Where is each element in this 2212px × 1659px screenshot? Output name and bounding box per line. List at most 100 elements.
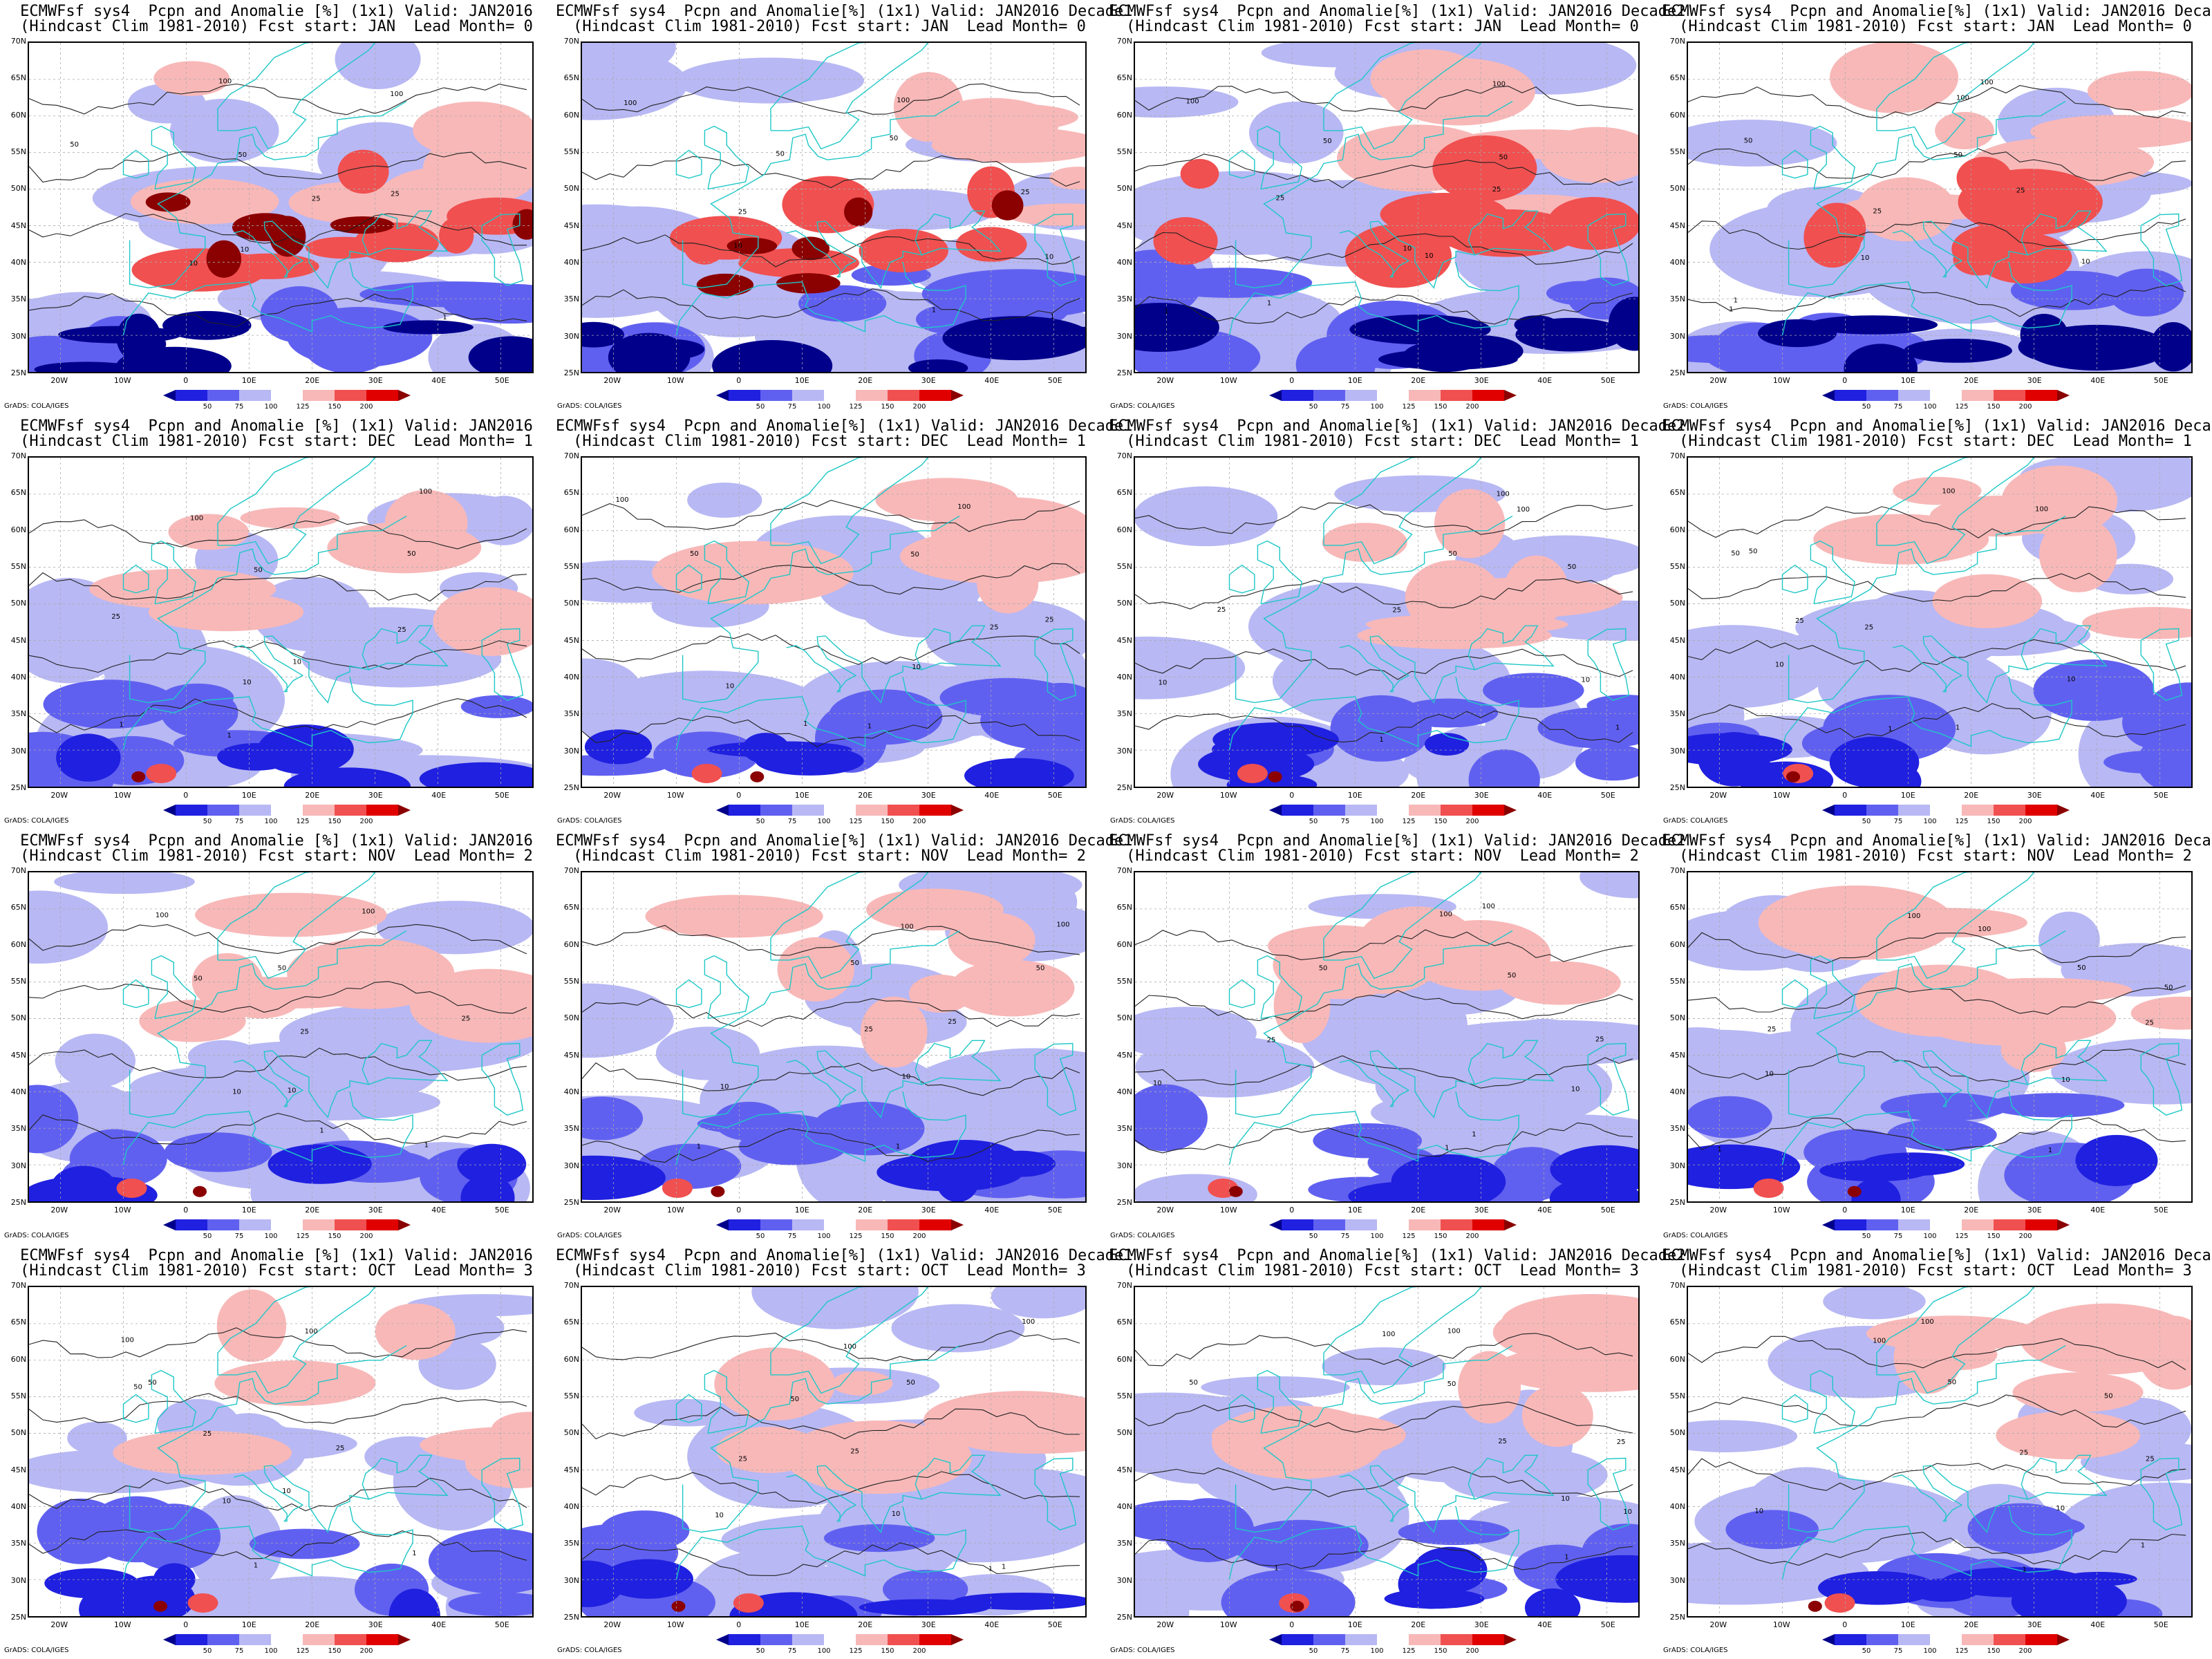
latitude-tick-label: 45N xyxy=(1669,1465,1685,1474)
strong-dry-area xyxy=(582,1560,624,1607)
coastline xyxy=(675,696,966,751)
latitude-tick-label: 30N xyxy=(1116,331,1132,341)
coastline xyxy=(272,210,449,289)
contour-value-label: 1 xyxy=(1956,724,1960,732)
contour-value-label: 10 xyxy=(902,1074,911,1081)
latitude-tick-label: 60N xyxy=(1669,1354,1685,1364)
colorbar-tick-label: 200 xyxy=(2018,1647,2032,1655)
strong-dry-area xyxy=(2075,1134,2158,1186)
colorbar-tick-label: 150 xyxy=(1987,818,2000,825)
latitude-tick-label: 40N xyxy=(1669,1087,1685,1096)
latitude-tick-label: 60N xyxy=(1669,110,1685,120)
colorbar-swatch xyxy=(888,1219,919,1230)
colorbar-tick-label: 50 xyxy=(756,403,765,411)
longitude-tick-label: 10W xyxy=(113,376,131,385)
climatology-contour xyxy=(29,1529,527,1561)
contour-value-label: 1 xyxy=(119,722,123,729)
coastline xyxy=(786,221,857,278)
contour-value-label: 25 xyxy=(1795,617,1804,625)
colorbar-high-arrow xyxy=(1504,1634,1517,1645)
below-normal-area xyxy=(1823,1287,1926,1320)
contour-value-label: 10 xyxy=(1561,1495,1570,1503)
latitude-tick-label: 30N xyxy=(563,1575,579,1585)
above-normal-area xyxy=(1365,614,1568,635)
longitude-tick-label: 30E xyxy=(921,376,936,385)
longitude-tick-label: 30E xyxy=(1474,376,1489,385)
colorbar-tick-label: 150 xyxy=(1987,1647,2000,1655)
climatology-contour xyxy=(582,83,1080,115)
dry-anomaly-area xyxy=(2033,659,2155,721)
longitude-tick-label: 0 xyxy=(1842,791,1848,800)
latitude-tick-label: 60N xyxy=(1116,525,1132,534)
longitude-tick-label: 30E xyxy=(368,376,383,385)
colorbar-high-arrow xyxy=(951,1219,964,1230)
coastline xyxy=(1781,1394,1808,1423)
above-normal-area xyxy=(433,587,532,656)
coastline xyxy=(349,262,413,299)
contour-value-label: 100 xyxy=(1447,1328,1461,1335)
colorbar-tick-label: 75 xyxy=(234,403,244,411)
strong-dry-area xyxy=(116,313,161,362)
colorbar-tick-label: 50 xyxy=(203,1232,212,1240)
colorbar-swatch xyxy=(1377,805,1409,816)
latitude-tick-label: 60N xyxy=(10,1354,26,1364)
longitude-tick-label: 40E xyxy=(984,791,1000,800)
latitude-tick-label: 55N xyxy=(1669,562,1685,571)
precipitation-anomaly-map: 1 1 10 10 25 25 50 50 100 100 xyxy=(1687,1286,2193,1618)
above-normal-area xyxy=(1408,920,1551,991)
contour-value-label: 10 xyxy=(720,1083,729,1091)
colorbar-swatch xyxy=(2025,1219,2057,1230)
latitude-tick-label: 50N xyxy=(1116,599,1132,608)
strong-dry-area xyxy=(257,724,354,775)
climatology-contour xyxy=(1135,292,1633,325)
dry-anomaly-area xyxy=(1330,695,1432,762)
climatology-contour xyxy=(1135,578,1633,610)
contour-value-label: 100 xyxy=(1482,903,1495,910)
colorbar-low-arrow xyxy=(1822,1634,1835,1645)
colorbar-swatch xyxy=(1898,390,1930,401)
colorbar-swatch xyxy=(1345,1634,1377,1645)
coastline xyxy=(1781,281,2072,336)
colorbar-swatch xyxy=(1962,805,1994,816)
map-panel: ECMWFsf sys4 Pcpn and Anomalie [%] (1x1)… xyxy=(3,830,550,1244)
coastline xyxy=(2027,515,2066,532)
colorbar-swatch xyxy=(856,805,888,816)
colorbar-tick-label: 200 xyxy=(912,818,926,825)
coastline xyxy=(233,1465,304,1522)
below-normal-area xyxy=(1201,1376,1350,1399)
contour-value-label: 50 xyxy=(790,1396,799,1403)
colorbar-tick-label: 50 xyxy=(203,1647,212,1655)
coastline xyxy=(1788,115,2028,289)
colorbar-tick-label: 75 xyxy=(234,1647,244,1655)
above-normal-area xyxy=(714,1347,836,1421)
coastline xyxy=(272,1454,449,1533)
longitude-tick-label: 10W xyxy=(666,376,684,385)
coastline xyxy=(921,100,960,117)
below-normal-area xyxy=(582,983,674,1058)
dry-anomaly-area xyxy=(1468,749,1540,787)
above-normal-area xyxy=(384,489,468,556)
longitude-tick-label: 40E xyxy=(431,1620,447,1629)
contour-value-label: 100 xyxy=(305,1328,318,1335)
longitude-tick-label: 10W xyxy=(1772,376,1790,385)
colorbar-swatch xyxy=(2025,805,2057,816)
latitude-tick-label: 40N xyxy=(10,1502,26,1511)
map-panel: ECMWFsf sys4 Pcpn and Anomalie[%] (1x1) … xyxy=(1662,415,2212,830)
colorbar xyxy=(1822,1219,2070,1230)
colorbar-tick-label: 50 xyxy=(1862,1232,1871,1240)
coastline xyxy=(1228,1526,1519,1580)
contour-value-label: 1 xyxy=(238,310,242,317)
coastline xyxy=(921,1344,960,1361)
colorbar-tick-label: 100 xyxy=(817,818,831,825)
latitude-tick-label: 50N xyxy=(563,1428,579,1438)
contour-value-label: 25 xyxy=(1595,1035,1604,1043)
latitude-tick-label: 45N xyxy=(10,635,26,645)
below-normal-area xyxy=(694,61,818,96)
contour-value-label: 1 xyxy=(1445,1145,1449,1152)
precipitation-anomaly-map: 1 1 10 10 25 25 50 50 100 100 xyxy=(28,871,534,1203)
contour-value-label: 10 xyxy=(241,246,250,254)
colorbar-swatch xyxy=(1898,1634,1930,1645)
contour-value-label: 25 xyxy=(1492,186,1501,194)
coastline xyxy=(1474,515,1513,532)
dry-anomaly-area xyxy=(449,1528,532,1586)
